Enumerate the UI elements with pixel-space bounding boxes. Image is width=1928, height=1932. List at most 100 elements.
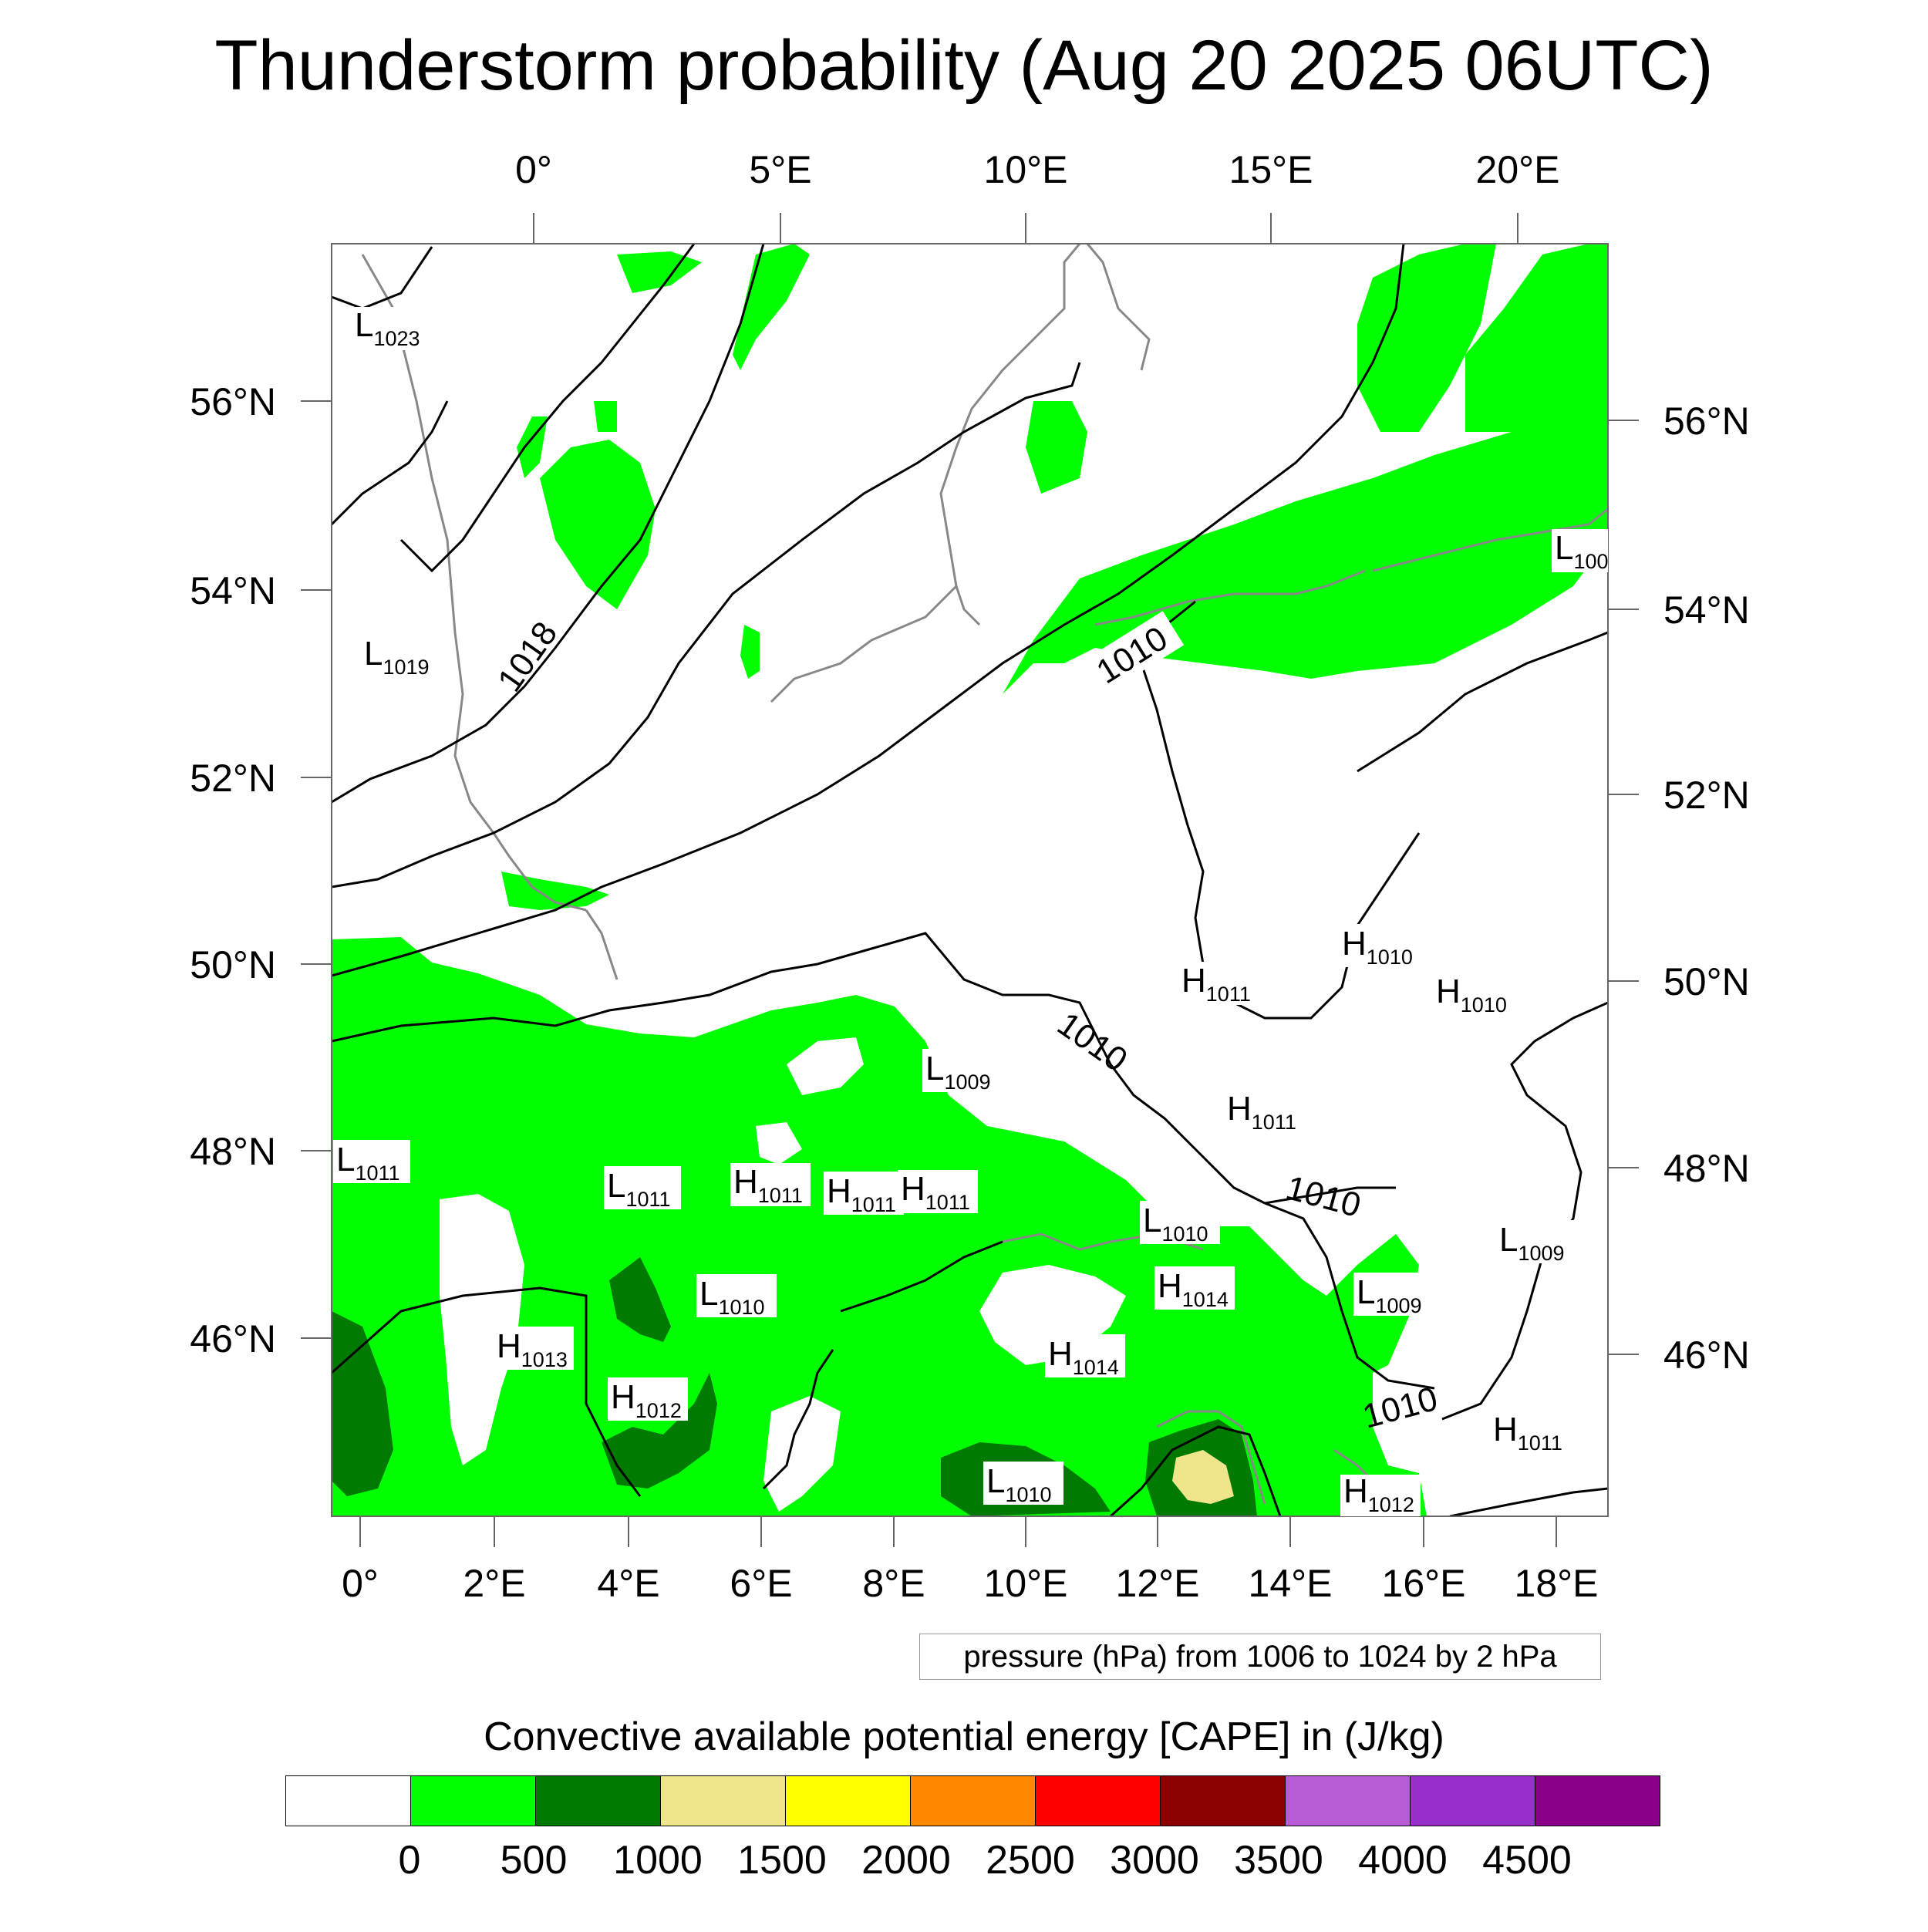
pressure-center: L1009 <box>922 1049 1003 1094</box>
colorbar-tick-label: 3500 <box>1234 1838 1323 1883</box>
left-lat-label: 54°N <box>190 569 276 612</box>
colorbar-swatch <box>410 1776 535 1826</box>
svg-text:H1011: H1011 <box>827 1172 896 1216</box>
top-lon-label: 5°E <box>749 148 811 191</box>
pressure-center: L1009 <box>1353 1273 1434 1317</box>
pressure-center: L1010 <box>696 1274 777 1319</box>
pressure-center: L1023 <box>352 306 429 350</box>
svg-text:H1011: H1011 <box>1181 962 1251 1006</box>
colorbar-swatch <box>910 1776 1035 1826</box>
top-lon-label: 10°E <box>984 148 1068 191</box>
svg-text:L1009: L1009 <box>925 1050 991 1094</box>
cape-1000-1500-area <box>1172 1450 1234 1504</box>
svg-text:H1011: H1011 <box>733 1163 803 1207</box>
pressure-center: L1010 <box>983 1462 1063 1506</box>
svg-text:H1012: H1012 <box>1343 1472 1414 1516</box>
colorbar-tick-label: 1500 <box>737 1838 827 1883</box>
bottom-longitude-labels: 0° 2°E 4°E 6°E 8°E 10°E 12°E 14°E 16°E 1… <box>342 1562 1598 1605</box>
top-longitude-labels: 0° 5°E 10°E 15°E 20°E <box>515 148 1559 191</box>
top-lon-label: 20°E <box>1476 148 1560 191</box>
svg-text:L1009: L1009 <box>1357 1273 1422 1317</box>
bottom-lon-label: 12°E <box>1116 1562 1200 1605</box>
pressure-contour-note: pressure (hPa) from 1006 to 1024 by 2 hP… <box>919 1634 1601 1680</box>
colorbar-swatch <box>1035 1776 1160 1826</box>
pressure-center: L100 <box>1552 529 1609 573</box>
svg-text:L1010: L1010 <box>699 1275 765 1319</box>
colorbar-swatch <box>1285 1776 1410 1826</box>
svg-text:H1010: H1010 <box>1436 973 1507 1017</box>
svg-text:H1013: H1013 <box>497 1327 568 1371</box>
svg-text:H1011: H1011 <box>1493 1411 1562 1455</box>
colorbar-swatch <box>1410 1776 1535 1826</box>
pressure-center: H1011 <box>1224 1089 1304 1134</box>
pressure-center: H1011 <box>1178 962 1259 1006</box>
right-lat-label: 52°N <box>1663 774 1750 817</box>
colorbar-tick-label: 500 <box>500 1838 568 1883</box>
pressure-centers: L1023 L1019 L1011 L1011 H1011 H1011 H101… <box>333 306 1609 1516</box>
chart-title: Thunderstorm probability (Aug 20 2025 06… <box>214 26 1714 105</box>
colorbar-swatch <box>286 1776 410 1826</box>
colorbar-swatch <box>535 1776 660 1826</box>
colorbar-tick-label: 3000 <box>1110 1838 1199 1883</box>
top-lon-label: 0° <box>515 148 552 191</box>
colorbar-swatch <box>660 1776 785 1826</box>
bottom-lon-label: 10°E <box>984 1562 1068 1605</box>
svg-text:L1019: L1019 <box>364 635 430 679</box>
svg-text:H1011: H1011 <box>1227 1090 1296 1134</box>
pressure-center: L1019 <box>361 635 438 679</box>
right-lat-label: 50°N <box>1663 960 1750 1003</box>
pressure-center: H1012 <box>1340 1472 1421 1516</box>
right-latitude-labels: 56°N 54°N 52°N 50°N 48°N 46°N <box>1663 400 1750 1377</box>
colorbar-tick-label: 4500 <box>1482 1838 1572 1883</box>
right-lat-label: 56°N <box>1663 400 1750 443</box>
colorbar-ticks: 0 500 1000 1500 2000 2500 3000 3500 4000 4500 <box>285 1836 1650 1890</box>
isobars <box>332 244 1608 1516</box>
bottom-lon-label: 14°E <box>1249 1562 1333 1605</box>
colorbar-tick-label: 1000 <box>613 1838 703 1883</box>
svg-text:L100: L100 <box>1555 529 1609 573</box>
colorbar-title: Convective available potential energy [C… <box>484 1715 1444 1759</box>
svg-text:H1011: H1011 <box>901 1170 970 1214</box>
map-frame <box>331 243 1609 1517</box>
bottom-lon-label: 2°E <box>463 1562 525 1605</box>
svg-text:L1010: L1010 <box>1143 1202 1208 1246</box>
pressure-center: L1011 <box>333 1140 410 1185</box>
pressure-center: L1010 <box>1140 1201 1220 1246</box>
pressure-center: L1011 <box>604 1166 681 1211</box>
bottom-lon-label: 6°E <box>730 1562 792 1605</box>
pressure-center: H1010 <box>1433 972 1513 1017</box>
colorbar-swatch <box>785 1776 910 1826</box>
pressure-center: H1010 <box>1339 924 1419 969</box>
right-lat-label: 46°N <box>1663 1334 1750 1377</box>
svg-text:H1014: H1014 <box>1048 1335 1119 1379</box>
pressure-center: H1011 <box>898 1170 978 1214</box>
pressure-center: H1011 <box>730 1163 811 1207</box>
svg-text:L1009: L1009 <box>1499 1221 1565 1265</box>
pressure-center: H1014 <box>1045 1334 1125 1379</box>
colorbar-swatch <box>1160 1776 1285 1826</box>
left-lat-label: 56°N <box>190 380 276 423</box>
svg-text:H1010: H1010 <box>1342 925 1413 969</box>
bottom-lon-label: 0° <box>342 1562 379 1605</box>
pressure-center: H1011 <box>1490 1410 1570 1455</box>
pressure-center: H1013 <box>494 1327 574 1371</box>
right-lat-label: 48°N <box>1663 1147 1750 1190</box>
top-lon-label: 15°E <box>1229 148 1313 191</box>
bottom-lon-label: 4°E <box>597 1562 659 1605</box>
bottom-lon-label: 18°E <box>1515 1562 1599 1605</box>
pressure-center: L1009 <box>1496 1220 1576 1265</box>
colorbar-tick-label: 4000 <box>1358 1838 1448 1883</box>
axis-ticks <box>301 213 1639 1547</box>
colorbar-swatch <box>1535 1776 1660 1826</box>
colorbar-tick-label: 2500 <box>986 1838 1075 1883</box>
colorbar <box>285 1775 1660 1826</box>
pressure-center: H1011 <box>824 1172 904 1216</box>
right-lat-label: 54°N <box>1663 588 1750 632</box>
pressure-center: H1014 <box>1154 1266 1235 1311</box>
svg-text:H1014: H1014 <box>1158 1267 1229 1311</box>
svg-text:L1011: L1011 <box>336 1141 400 1185</box>
bottom-lon-label: 16°E <box>1382 1562 1466 1605</box>
svg-text:H1012: H1012 <box>611 1378 682 1422</box>
